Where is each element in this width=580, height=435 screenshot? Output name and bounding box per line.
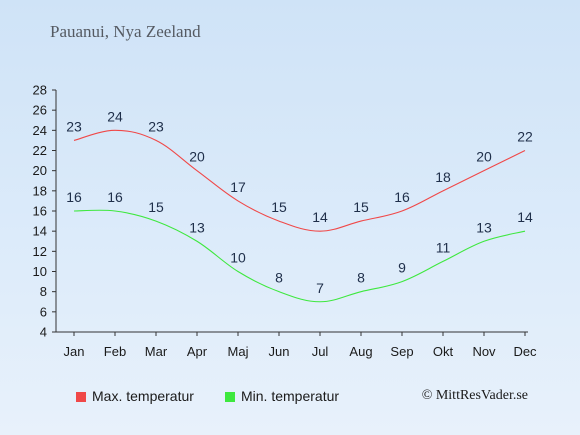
data-label-max: 20 bbox=[476, 149, 492, 165]
x-tick-label: Jun bbox=[269, 344, 290, 359]
data-label-min: 16 bbox=[107, 189, 123, 205]
x-tick-label: Dec bbox=[513, 344, 537, 359]
legend-item-max: Max. temperatur bbox=[76, 388, 194, 404]
data-label-min: 9 bbox=[398, 260, 406, 276]
data-label-min: 13 bbox=[189, 219, 205, 235]
x-tick-label: Jan bbox=[64, 344, 85, 359]
data-label-min: 7 bbox=[316, 280, 324, 296]
legend-label-min: Min. temperatur bbox=[241, 388, 340, 404]
data-label-max: 14 bbox=[312, 209, 328, 225]
data-label-max: 18 bbox=[435, 169, 451, 185]
y-tick-label: 26 bbox=[33, 103, 47, 118]
data-label-min: 11 bbox=[436, 239, 451, 255]
chart-title: Pauanui, Nya Zeeland bbox=[50, 22, 201, 41]
legend-item-min: Min. temperatur bbox=[225, 388, 339, 404]
y-tick-label: 10 bbox=[33, 264, 47, 279]
data-label-max: 16 bbox=[394, 189, 410, 205]
series-line-min bbox=[73, 209, 526, 303]
y-tick-label: 14 bbox=[33, 224, 47, 239]
data-label-max: 17 bbox=[230, 179, 246, 195]
x-tick-label: Apr bbox=[187, 344, 208, 359]
data-label-min: 13 bbox=[476, 219, 492, 235]
data-label-max: 23 bbox=[148, 118, 164, 134]
data-label-min: 10 bbox=[230, 250, 246, 266]
x-tick-label: Sep bbox=[390, 344, 413, 359]
data-label-max: 22 bbox=[517, 129, 533, 145]
x-tick-label: Nov bbox=[472, 344, 496, 359]
data-label-min: 16 bbox=[66, 189, 82, 205]
x-tick-label: Okt bbox=[433, 344, 454, 359]
y-tick-label: 8 bbox=[40, 284, 47, 299]
y-tick-label: 18 bbox=[33, 183, 47, 198]
y-tick-label: 4 bbox=[40, 325, 47, 340]
data-label-max: 15 bbox=[353, 199, 369, 215]
data-label-min: 14 bbox=[517, 209, 533, 225]
y-tick-label: 28 bbox=[33, 83, 47, 98]
y-tick-label: 24 bbox=[33, 123, 47, 138]
data-label-min: 8 bbox=[357, 270, 365, 286]
data-label-max: 24 bbox=[107, 108, 123, 124]
x-tick-label: Mar bbox=[145, 344, 168, 359]
legend-swatch-min bbox=[225, 392, 235, 402]
y-tick-label: 20 bbox=[33, 163, 47, 178]
credit-text: © MittResVader.se bbox=[421, 388, 528, 403]
y-tick-label: 12 bbox=[33, 244, 47, 259]
y-tick-label: 22 bbox=[33, 143, 47, 158]
legend-label-max: Max. temperatur bbox=[92, 388, 194, 404]
x-tick-label: Jul bbox=[312, 344, 329, 359]
data-label-max: 20 bbox=[189, 149, 205, 165]
x-tick-label: Feb bbox=[104, 344, 126, 359]
series-line-max bbox=[73, 129, 526, 232]
x-tick-label: Aug bbox=[349, 344, 372, 359]
y-tick-label: 16 bbox=[33, 204, 47, 219]
data-label-max: 15 bbox=[271, 199, 287, 215]
y-tick-label: 6 bbox=[40, 304, 47, 319]
legend-swatch-max bbox=[76, 392, 86, 402]
x-tick-label: Maj bbox=[228, 344, 249, 359]
data-label-min: 8 bbox=[275, 270, 283, 286]
data-label-min: 15 bbox=[148, 199, 164, 215]
data-label-max: 23 bbox=[66, 118, 82, 134]
